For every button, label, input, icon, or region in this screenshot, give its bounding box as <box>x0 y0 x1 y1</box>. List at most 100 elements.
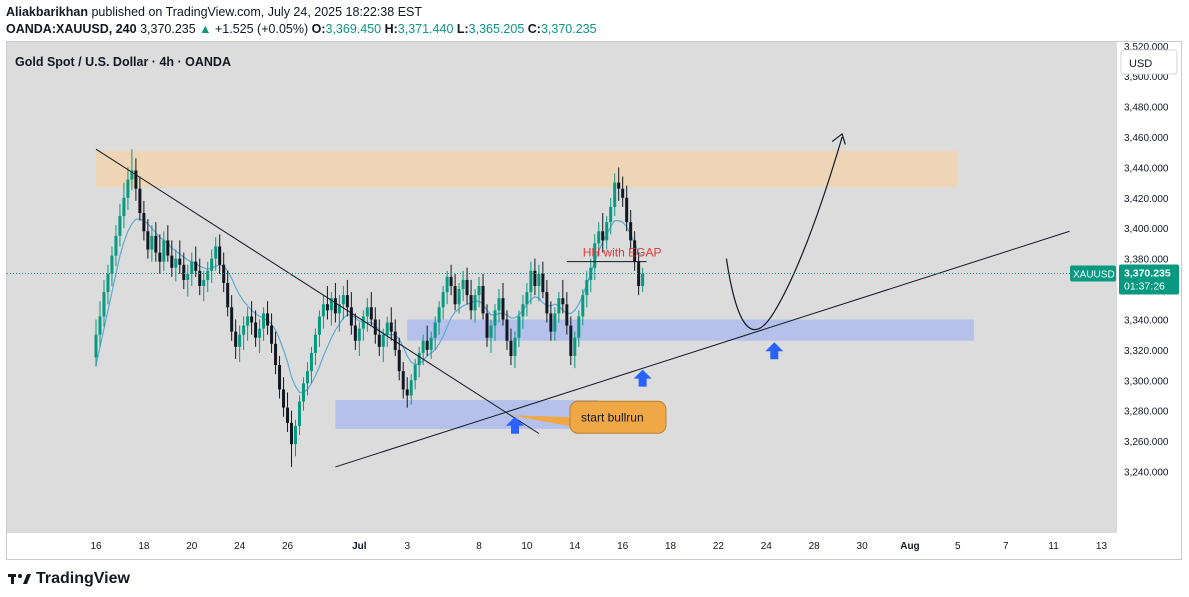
candle-body <box>509 340 513 356</box>
price-tick-label: 3,340.000 <box>1124 315 1169 326</box>
candle-body <box>178 258 182 265</box>
candle-body <box>497 298 501 311</box>
candles <box>94 149 645 467</box>
candle-body <box>226 282 230 308</box>
candle-body <box>321 304 325 317</box>
hh-egap-label: HH with EGAP <box>583 246 662 260</box>
candle-body <box>174 258 178 268</box>
time-tick-label: 24 <box>234 541 246 552</box>
symbol-label: OANDA:XAUUSD, 240 <box>6 22 137 36</box>
candle-body <box>597 231 601 244</box>
candle-body <box>313 334 317 353</box>
candle-body <box>433 322 437 338</box>
candle-body <box>541 273 545 293</box>
candle-body <box>250 316 254 323</box>
candle-body <box>162 240 166 262</box>
chart-frame[interactable]: HH with EGAP start bullrun 3,520.000 3,500… <box>6 41 1182 560</box>
time-tick-label: 3 <box>404 541 410 552</box>
candle-body <box>361 316 365 329</box>
candle-body <box>609 206 613 223</box>
candle-body <box>297 401 301 426</box>
candle-body <box>309 352 313 372</box>
currency-button[interactable] <box>1120 49 1178 75</box>
time-tick-label: 24 <box>761 541 773 552</box>
candle-body <box>385 322 389 335</box>
callout-box <box>569 400 667 434</box>
candle-body <box>529 270 533 293</box>
time-axis[interactable] <box>7 533 1117 559</box>
currency-label: USD <box>1129 58 1152 70</box>
candle-body <box>397 349 401 372</box>
candle-body <box>401 371 405 390</box>
last-price-text: 3,370.235 <box>136 22 200 36</box>
candle-body <box>589 267 593 280</box>
symbol-pill-label: XAUUSD <box>1073 269 1115 280</box>
change-text: +1.525 (+0.05%) <box>211 22 312 36</box>
candle-body <box>389 322 393 332</box>
candle-body <box>633 240 637 262</box>
candle-body <box>489 325 493 338</box>
price-tick-label: 3,380.000 <box>1124 255 1169 266</box>
open-value: 3,369.450 <box>325 22 382 36</box>
candle-body <box>301 383 305 402</box>
candle-body <box>274 343 278 366</box>
publish-line: Aliakbarikhan published on TradingView.c… <box>6 4 1184 21</box>
callout-pointer <box>510 415 576 428</box>
candle-body <box>565 304 569 326</box>
candle-body <box>405 389 409 396</box>
candle-body <box>118 216 122 236</box>
candle-body <box>182 264 186 280</box>
price-tick-label: 3,260.000 <box>1124 437 1169 448</box>
candle-body <box>138 188 142 214</box>
candle-body <box>513 337 517 356</box>
price-tick-label: 3,440.000 <box>1124 163 1169 174</box>
candle-body <box>469 295 473 311</box>
candle-body <box>98 316 102 335</box>
candle-body <box>413 365 417 381</box>
open-label: O: <box>311 22 326 36</box>
support-mid-zone <box>407 319 974 341</box>
candle-body <box>254 322 258 338</box>
candle-body <box>545 292 549 314</box>
candle-body <box>461 279 465 290</box>
candle-body <box>337 304 341 314</box>
candle-body <box>537 273 541 287</box>
symbol-pill <box>1070 265 1116 282</box>
candle-body <box>270 325 274 344</box>
candle-body <box>601 231 605 241</box>
change-up-icon: ▲ <box>199 22 212 36</box>
candle-body <box>605 222 609 241</box>
candle-body <box>561 298 565 305</box>
candle-body <box>122 197 126 217</box>
candle-body <box>505 319 509 341</box>
price-tick-label: 3,280.000 <box>1124 407 1169 418</box>
author-name[interactable]: Aliakbarikhan <box>6 5 88 19</box>
candle-body <box>501 298 505 320</box>
candle-body <box>206 270 210 280</box>
candle-body <box>286 407 290 423</box>
candle-body <box>325 304 329 311</box>
tradingview-footer[interactable]: TradingView <box>8 568 130 590</box>
candle-body <box>473 295 477 311</box>
candle-body <box>453 286 457 305</box>
candle-body <box>134 170 138 189</box>
candle-body <box>585 279 589 296</box>
up-arrow-icon <box>505 416 524 434</box>
candle-body <box>170 255 174 268</box>
low-value: 3,365.205 <box>468 22 525 36</box>
candle-body <box>525 292 529 305</box>
price-chart[interactable]: HH with EGAP start bullrun 3,520.000 3,500… <box>7 42 1181 559</box>
time-tick-label: 10 <box>521 541 533 552</box>
time-ticks: 121618202426Jul381014161822242830Aug5711… <box>90 541 1107 552</box>
candle-body <box>521 304 525 317</box>
descending-trendline <box>95 148 540 434</box>
candle-body <box>190 261 194 274</box>
plot-area[interactable] <box>7 42 1117 533</box>
time-tick-label: 26 <box>282 541 294 552</box>
resistance-zone <box>96 150 958 188</box>
callout-label: start bullrun <box>581 410 644 424</box>
candle-body <box>421 340 425 353</box>
candle-body <box>94 334 98 358</box>
price-axis[interactable] <box>1117 42 1181 559</box>
support-low-zone <box>335 400 599 429</box>
